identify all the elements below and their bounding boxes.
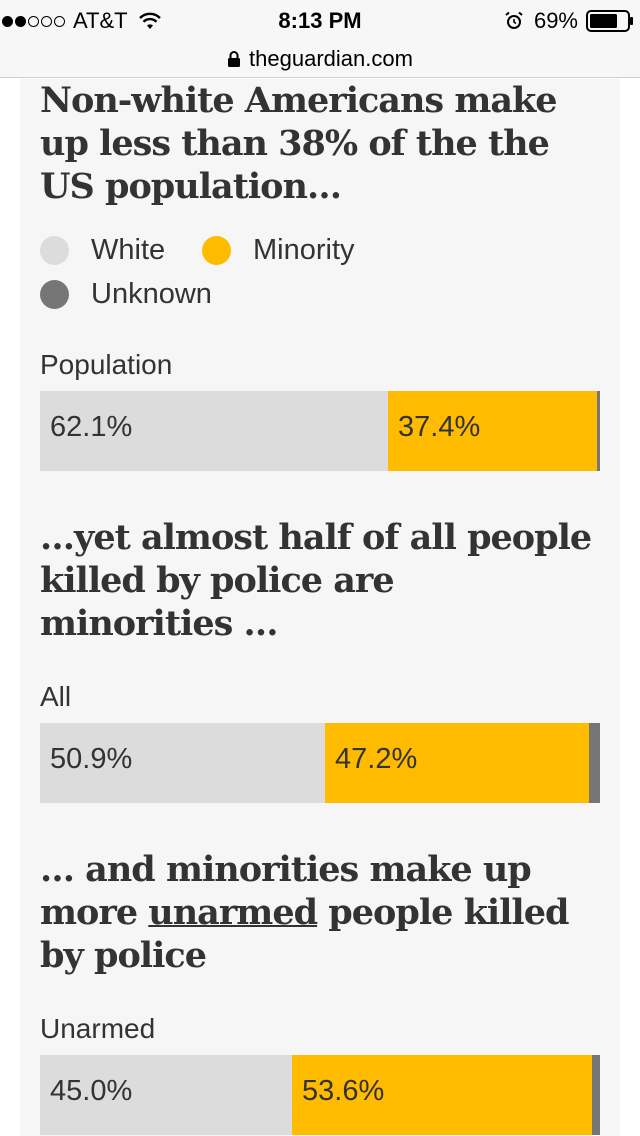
data-label-white: 62.1% (50, 411, 133, 443)
legend-item-white: White (40, 234, 165, 267)
headline-line: more unarmed people killed (40, 891, 615, 934)
bar-segment-minority: 47.2% (325, 723, 589, 803)
bar-segment-white: 45.0% (40, 1055, 292, 1135)
headline-unarmed: … and minorities make up more unarmed pe… (40, 848, 615, 977)
data-label-minority: 37.4% (398, 411, 481, 443)
bar-segment-unknown (589, 723, 600, 803)
headline-line: killed by police are (40, 560, 395, 601)
headline-line: Non-white Americans make (40, 80, 558, 121)
headline-emphasis: unarmed (148, 892, 318, 933)
battery-percentage: 69% (533, 8, 578, 33)
headline-text: people killed (317, 892, 569, 933)
headline-line: … and minorities make up (40, 849, 532, 890)
signal-strength-icon (2, 15, 67, 27)
bar-segment-unknown (597, 391, 600, 471)
carrier-name: AT&T (73, 8, 128, 33)
data-label-minority: 53.6% (302, 1075, 385, 1107)
legend-swatch-white (40, 236, 69, 265)
legend-label-white: White (91, 234, 166, 266)
wifi-icon (138, 12, 161, 29)
status-right: 69% (504, 8, 634, 34)
headline-line: up less than 38% of the the (40, 123, 550, 164)
headline-line: …yet almost half of all people (40, 517, 592, 558)
bar-label-unarmed: Unarmed (40, 1013, 156, 1044)
bar-unarmed: 45.0% 53.6% (40, 1055, 600, 1135)
status-time: 8:13 PM (278, 8, 362, 33)
bar-label-population: Population (40, 349, 173, 380)
headline-text: more (40, 892, 149, 933)
legend-label-unknown: Unknown (91, 278, 212, 310)
bar-segment-unknown (592, 1055, 600, 1135)
bar-segment-white: 50.9% (40, 723, 325, 803)
legend-label-minority: Minority (253, 234, 355, 266)
status-left: AT&T (0, 8, 162, 34)
bar-segment-minority: 53.6% (292, 1055, 592, 1135)
bar-segment-white: 62.1% (40, 391, 388, 471)
url-bar[interactable]: theguardian.com (0, 40, 640, 78)
data-label-white: 45.0% (50, 1075, 133, 1107)
bar-segment-minority: 37.4% (388, 391, 597, 471)
url-domain: theguardian.com (249, 45, 413, 71)
data-label-minority: 47.2% (335, 743, 418, 775)
status-bar: AT&T 8:13 PM 69% (0, 0, 640, 40)
headline-line: US population… (40, 166, 342, 207)
battery-icon (586, 10, 633, 32)
legend-swatch-unknown (40, 280, 69, 309)
legend-item-unknown: Unknown (40, 278, 212, 311)
bar-label-all: All (40, 681, 72, 712)
article-content: Non-white Americans make up less than 38… (20, 79, 620, 1136)
lock-icon (228, 50, 241, 67)
legend-item-minority: Minority (202, 234, 355, 267)
headline-line: by police (40, 935, 207, 976)
bar-all: 50.9% 47.2% (40, 723, 600, 803)
headline-line: minorities … (40, 603, 278, 644)
legend-swatch-minority (202, 236, 231, 265)
data-label-white: 50.9% (50, 743, 133, 775)
bar-population: 62.1% 37.4% (40, 391, 600, 471)
headline-population: Non-white Americans make up less than 38… (40, 79, 615, 208)
alarm-icon (505, 11, 523, 29)
headline-all-killed: …yet almost half of all people killed by… (40, 516, 615, 645)
